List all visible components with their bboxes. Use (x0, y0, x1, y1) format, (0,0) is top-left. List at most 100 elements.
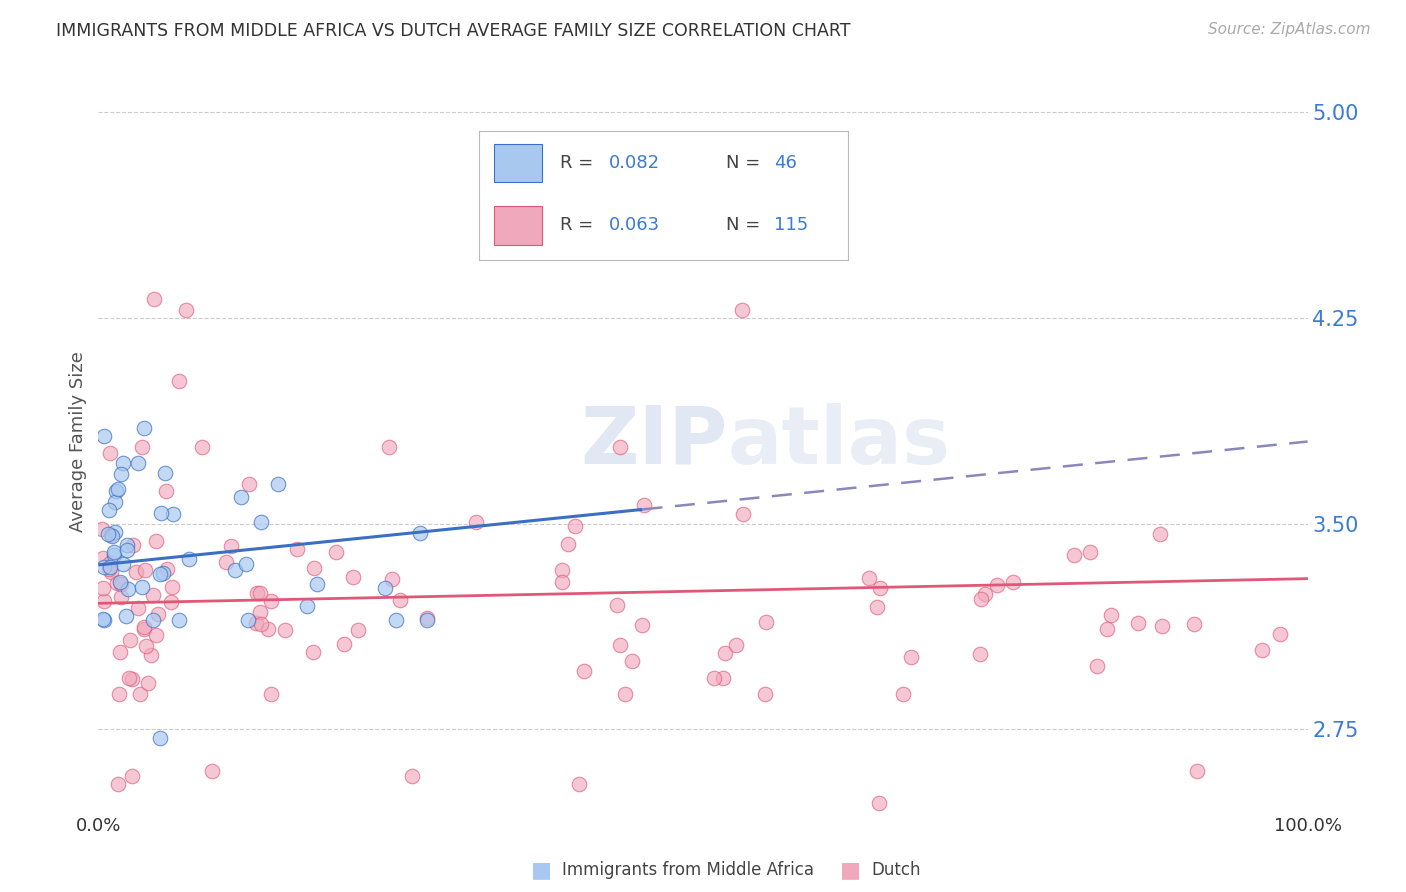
Point (755, 615, 778, 629)
Text: Dutch: Dutch (872, 861, 921, 879)
Point (100, 565, 122, 579)
Point (868, 797, 890, 811)
Point (250, 515, 273, 529)
Point (98, 446, 121, 460)
Point (117, 582, 139, 596)
Point (900, 650, 922, 665)
Point (869, 581, 891, 595)
Point (235, 557, 257, 571)
Point (91, 581, 114, 595)
Point (105, 576, 128, 591)
Point (711, 672, 734, 686)
Point (1126, 615, 1149, 630)
Text: atlas: atlas (727, 402, 950, 481)
Point (159, 595, 181, 609)
Point (142, 613, 165, 627)
Point (409, 526, 432, 541)
Point (620, 654, 643, 668)
Point (1149, 527, 1171, 541)
Point (103, 549, 125, 563)
Text: Source: ZipAtlas.com: Source: ZipAtlas.com (1208, 22, 1371, 37)
Point (98, 557, 121, 571)
Point (221, 539, 243, 553)
Point (377, 440, 399, 454)
Point (1150, 619, 1173, 633)
Point (551, 563, 574, 577)
Point (891, 687, 914, 701)
Point (551, 575, 574, 590)
Point (131, 580, 153, 594)
Point (160, 580, 183, 594)
Point (131, 440, 153, 454)
Point (167, 613, 190, 627)
Point (703, 672, 725, 686)
Point (132, 421, 155, 435)
Text: ZIP: ZIP (579, 402, 727, 481)
Point (1250, 642, 1272, 657)
Point (129, 687, 152, 701)
Point (149, 731, 172, 745)
Point (139, 648, 162, 662)
Point (1185, 764, 1208, 778)
Point (101, 529, 124, 543)
Point (267, 477, 290, 491)
Point (295, 599, 318, 614)
Point (238, 477, 260, 491)
Point (93, 613, 115, 627)
Point (733, 508, 755, 522)
Point (260, 594, 283, 608)
Point (135, 639, 157, 653)
Point (229, 490, 252, 504)
Point (100, 528, 122, 542)
Point (606, 598, 628, 612)
Point (179, 551, 201, 566)
Point (754, 687, 776, 701)
Point (110, 467, 132, 482)
Point (249, 585, 271, 599)
Point (305, 577, 328, 591)
Point (986, 578, 1008, 592)
Point (118, 671, 141, 685)
Point (162, 507, 184, 521)
Point (97, 527, 120, 541)
Point (302, 560, 325, 574)
Point (416, 611, 439, 625)
Point (121, 769, 143, 783)
Point (388, 593, 411, 607)
Point (142, 588, 165, 602)
Point (1078, 545, 1101, 559)
Point (568, 777, 591, 791)
Point (238, 613, 260, 627)
Point (93, 594, 115, 608)
Point (145, 628, 167, 642)
Point (858, 570, 880, 584)
Text: ■: ■ (841, 860, 860, 880)
Point (146, 607, 169, 621)
Point (347, 624, 370, 638)
Point (103, 544, 125, 558)
Point (1085, 659, 1108, 673)
Point (156, 562, 179, 576)
Point (1099, 607, 1122, 622)
Point (121, 672, 143, 686)
Point (117, 543, 139, 558)
Point (257, 622, 280, 636)
Point (98, 503, 121, 517)
Point (93, 429, 115, 443)
Point (1178, 873, 1201, 888)
Point (132, 620, 155, 634)
Point (176, 302, 198, 317)
Point (246, 586, 269, 600)
Point (401, 769, 423, 783)
Point (731, 302, 754, 317)
Point (381, 573, 404, 587)
Point (97, 562, 120, 576)
Point (104, 524, 127, 539)
Point (110, 577, 132, 591)
Point (1270, 626, 1292, 640)
Point (108, 645, 131, 659)
Point (107, 687, 129, 701)
Point (91, 613, 114, 627)
Point (1063, 549, 1085, 563)
Point (384, 613, 406, 627)
